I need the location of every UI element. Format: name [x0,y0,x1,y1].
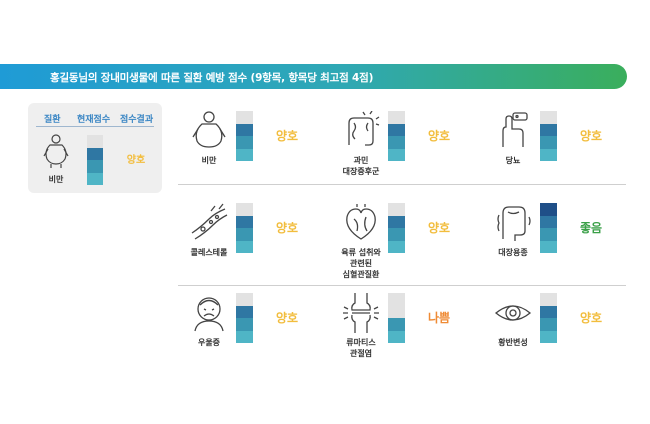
legend-card: 질환 현재점수 점수결과 비만 양호 [28,103,162,193]
score-bar-segment [388,136,405,149]
score-bar-segment [87,135,103,148]
score-bar-segment [236,203,253,216]
score-bar [540,203,557,253]
score-bar [388,203,405,253]
eye-icon [493,293,533,333]
score-bar-segment [236,148,253,161]
disease-name: 비만 [201,156,217,165]
score-bar-segment [540,215,557,228]
score-result: 양호 [275,129,299,143]
score-result: 양호 [427,221,451,235]
score-bar-segment [388,148,405,161]
score-bar-segment [236,305,253,318]
obesity-icon [42,134,70,168]
legend-sample-result: 양호 [126,155,146,166]
banner-title: 홍길동님의 장내미생물에 따른 질환 예방 점수 (9항목, 항목당 최고점 4… [50,72,374,84]
legend-divider [36,126,154,127]
colon-icon [493,203,533,243]
score-bar-segment [236,330,253,343]
score-result: 양호 [579,311,603,325]
blood-vessel-icon [189,203,229,243]
disease-name: 대장용종 [498,248,528,257]
disease-name: 육류 섭취와 관련된 심혈관질환 [341,248,381,279]
score-bar-segment [540,293,557,306]
disease-name: 황반변성 [498,338,528,347]
score-bar-segment [388,215,405,228]
score-bar-segment [87,160,103,173]
disease-name: 과민 대장증후군 [342,156,380,176]
score-bar-segment [540,203,557,216]
score-result: 좋음 [579,221,603,235]
score-bar-segment [388,203,405,216]
title-banner: 홍길동님의 장내미생물에 따른 질환 예방 점수 (9항목, 항목당 최고점 4… [0,64,627,89]
heart-icon [341,203,381,243]
score-bar-segment [540,305,557,318]
score-bar-segment [388,123,405,136]
score-bar-segment [236,136,253,149]
score-bar-segment [236,318,253,331]
obesity-icon [189,111,229,151]
joint-icon [341,293,381,333]
score-bar-segment [388,318,405,331]
score-bar [388,293,405,343]
score-bar-segment [540,318,557,331]
disease-name: 당뇨 [505,156,521,165]
score-bar [236,203,253,253]
score-result: 양호 [579,129,603,143]
score-bar [388,111,405,161]
legend-score-bar [87,135,103,185]
score-bar-segment [236,111,253,124]
score-result: 양호 [275,311,299,325]
legend-header-disease: 질환 [44,115,61,125]
score-bar-segment [540,136,557,149]
score-bar-segment [540,148,557,161]
score-result: 양호 [427,129,451,143]
glucose-test-icon [493,111,533,151]
score-bar-segment [540,123,557,136]
row-divider [178,184,626,185]
depressed-face-icon [189,293,229,333]
intestine-pain-icon [341,110,381,151]
legend-header-result: 점수결과 [120,115,154,125]
score-bar [540,293,557,343]
score-bar-segment [236,240,253,253]
legend-sample-name: 비만 [48,175,64,184]
score-bar-segment [236,293,253,306]
score-bar-segment [540,330,557,343]
legend-header-score: 현재점수 [77,115,111,125]
score-bar-segment [540,111,557,124]
score-bar-segment [388,228,405,241]
score-bar [540,111,557,161]
score-bar-segment [388,240,405,253]
score-bar [236,111,253,161]
score-bar-segment [236,215,253,228]
score-result: 나쁨 [427,311,451,325]
score-bar-segment [540,228,557,241]
score-bar-segment [87,172,103,185]
score-bar-segment [236,123,253,136]
score-bar [236,293,253,343]
score-bar-segment [388,330,405,343]
score-bar-segment [388,305,405,318]
row-divider [178,285,626,286]
score-bar-segment [236,228,253,241]
disease-name: 류마티스 관절염 [346,338,376,358]
score-bar-segment [388,111,405,124]
disease-name: 우울증 [197,338,221,347]
disease-name: 콜레스테롤 [190,248,228,257]
score-bar-segment [388,293,405,306]
score-bar-segment [87,147,103,160]
score-bar-segment [540,240,557,253]
score-result: 양호 [275,221,299,235]
